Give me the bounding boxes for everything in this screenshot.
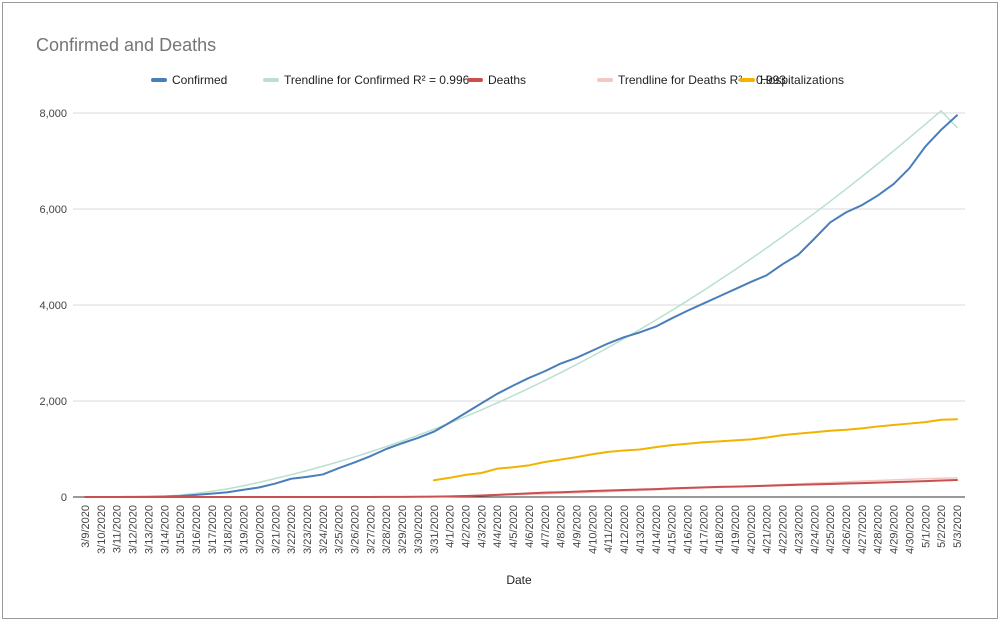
x-tick-label: 4/11/2020 [603, 505, 615, 553]
x-tick-label: 3/22/2020 [286, 505, 298, 554]
x-tick-label: 4/15/2020 [667, 505, 679, 554]
legend-label-2: Deaths [488, 73, 526, 87]
x-tick-label: 3/29/2020 [397, 505, 409, 554]
x-tick-label: 3/12/2020 [128, 505, 140, 554]
legend-label-3: Trendline for Deaths R² = 0.993 [618, 73, 786, 87]
x-tick-label: 4/30/2020 [904, 505, 916, 554]
legend-label-4: Hospitalizations [760, 73, 844, 87]
x-tick-label: 5/1/2020 [920, 505, 932, 548]
x-tick-label: 5/2/2020 [936, 505, 948, 548]
y-tick-label: 0 [61, 492, 67, 504]
x-tick-label: 4/1/2020 [445, 505, 457, 548]
x-tick-label: 4/12/2020 [619, 505, 631, 554]
x-tick-label: 4/7/2020 [540, 505, 552, 548]
series-line-4 [432, 418, 958, 482]
series-line-1 [84, 110, 958, 498]
x-tick-label: 3/23/2020 [302, 505, 314, 554]
y-tick-label: 6,000 [39, 204, 67, 216]
x-tick-label: 3/11/2020 [112, 505, 124, 553]
x-tick-label: 3/31/2020 [429, 505, 441, 554]
x-tick-label: 4/22/2020 [778, 505, 790, 554]
x-tick-label: 3/25/2020 [334, 505, 346, 554]
series-lines [84, 110, 958, 498]
x-tick-label: 4/10/2020 [587, 505, 599, 554]
x-tick-label: 3/14/2020 [159, 505, 171, 554]
legend: Confirmed Trendline for Confirmed R² = 0.… [151, 73, 844, 87]
x-tick-label: 4/5/2020 [508, 505, 520, 548]
y-tick-label: 8,000 [39, 108, 67, 120]
x-tick-label: 3/18/2020 [223, 505, 235, 554]
x-tick-label: 4/24/2020 [809, 505, 821, 554]
x-tick-label: 3/21/2020 [270, 505, 282, 554]
y-tick-label: 2,000 [39, 396, 67, 408]
x-tick-label: 4/20/2020 [746, 505, 758, 554]
x-tick-label: 4/6/2020 [524, 505, 536, 548]
x-tick-label: 3/16/2020 [191, 505, 203, 554]
x-tick-label: 4/25/2020 [825, 505, 837, 554]
x-tick-label: 3/13/2020 [143, 505, 155, 554]
x-tick-label: 3/27/2020 [365, 505, 377, 554]
x-tick-label: 3/30/2020 [413, 505, 425, 554]
legend-label-1: Trendline for Confirmed R² = 0.996 [284, 73, 470, 87]
y-axis: 0 2,000 4,000 6,000 8,000 [39, 108, 67, 504]
x-tick-label: 4/4/2020 [492, 505, 504, 548]
x-tick-label: 4/21/2020 [762, 505, 774, 554]
x-tick-label: 3/19/2020 [239, 505, 251, 554]
x-tick-label: 3/17/2020 [207, 505, 219, 554]
x-tick-label: 4/27/2020 [857, 505, 869, 554]
gridlines [73, 112, 965, 498]
x-tick-label: 4/14/2020 [651, 505, 663, 554]
series-line-0 [84, 114, 958, 498]
x-axis-label: Date [506, 573, 532, 587]
x-tick-label: 5/3/2020 [952, 505, 964, 548]
y-tick-label: 4,000 [39, 300, 67, 312]
x-tick-label: 4/23/2020 [793, 505, 805, 554]
series-line-2 [84, 478, 958, 498]
x-tick-label: 4/26/2020 [841, 505, 853, 554]
x-tick-label: 4/19/2020 [730, 505, 742, 554]
x-tick-label: 4/2/2020 [461, 505, 473, 548]
x-tick-label: 4/16/2020 [682, 505, 694, 554]
x-tick-label: 4/28/2020 [873, 505, 885, 554]
x-tick-label: 4/9/2020 [571, 505, 583, 548]
x-tick-label: 4/18/2020 [714, 505, 726, 554]
x-tick-label: 3/10/2020 [96, 505, 108, 554]
chart-title: Confirmed and Deaths [36, 35, 216, 55]
x-tick-label: 3/26/2020 [350, 505, 362, 554]
x-tick-label: 3/15/2020 [175, 505, 187, 554]
x-tick-label: 3/28/2020 [381, 505, 393, 554]
x-tick-label: 3/24/2020 [318, 505, 330, 554]
chart-svg: Confirmed and Deaths Confirmed Trendline … [36, 35, 965, 587]
x-tick-label: 3/9/2020 [80, 505, 92, 548]
x-axis: 3/9/2020 3/10/2020 3/11/2020 3/12/2020 3/13/… [80, 505, 964, 554]
x-tick-label: 4/13/2020 [635, 505, 647, 554]
x-tick-label: 3/20/2020 [254, 505, 266, 554]
x-tick-label: 4/29/2020 [889, 505, 901, 554]
x-tick-label: 4/3/2020 [476, 505, 488, 548]
x-tick-label: 4/17/2020 [698, 505, 710, 554]
x-tick-label: 4/8/2020 [556, 505, 568, 548]
legend-label-0: Confirmed [172, 73, 227, 87]
